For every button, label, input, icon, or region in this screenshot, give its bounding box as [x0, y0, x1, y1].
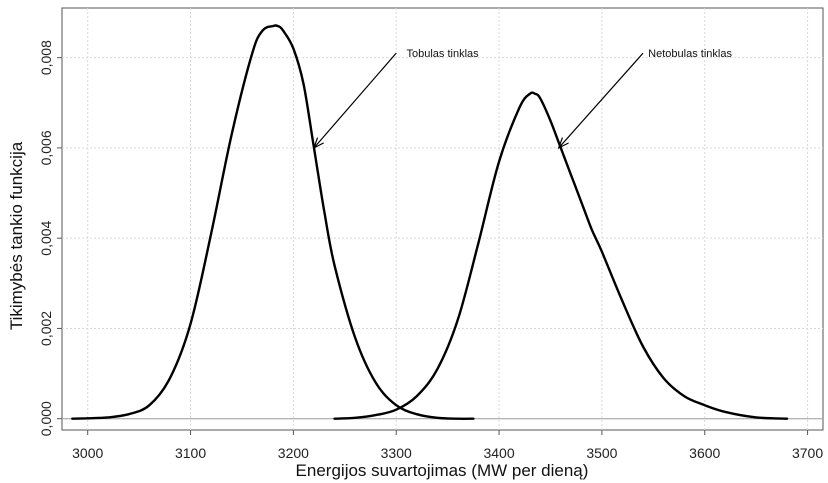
y-tick-label: 0,008 [38, 40, 54, 75]
x-axis-ticks: 3000 3100 3200 3300 3400 3500 3600 3700 [72, 430, 823, 461]
x-axis-title: Energijos suvartojimas (MW per dieną) [296, 461, 589, 480]
arrowhead-2 [557, 137, 569, 150]
y-axis-ticks: 0,000 0,002 0,004 0,006 0,008 [38, 40, 62, 436]
annotation-label-2: Netobulas tinklas [648, 48, 732, 60]
density-curves [71, 24, 789, 420]
x-tick-label: 3000 [72, 445, 103, 461]
y-axis-title: Tikimybės tankio funkcija [7, 141, 26, 330]
annotation-label-1: Tobulas tinklas [407, 48, 480, 60]
x-tick-label: 3600 [689, 445, 720, 461]
y-tick-label: 0,002 [38, 311, 54, 346]
arrowhead-1 [312, 137, 325, 150]
y-tick-label: 0,004 [38, 220, 54, 255]
y-tick-label: 0,000 [38, 401, 54, 436]
density-curve-1 [71, 24, 475, 420]
annotation-arrow-1 [313, 52, 397, 149]
y-tick-label: 0,006 [38, 130, 54, 165]
x-tick-label: 3400 [483, 445, 514, 461]
x-tick-label: 3200 [278, 445, 309, 461]
x-tick-label: 3500 [586, 445, 617, 461]
density-curve-2 [333, 91, 789, 420]
annotations: Tobulas tinklas Netobulas tinklas [312, 48, 732, 150]
x-tick-label: 3300 [381, 445, 412, 461]
x-tick-label: 3100 [175, 445, 206, 461]
annotation-arrow-2 [558, 52, 644, 149]
x-tick-label: 3700 [792, 445, 823, 461]
